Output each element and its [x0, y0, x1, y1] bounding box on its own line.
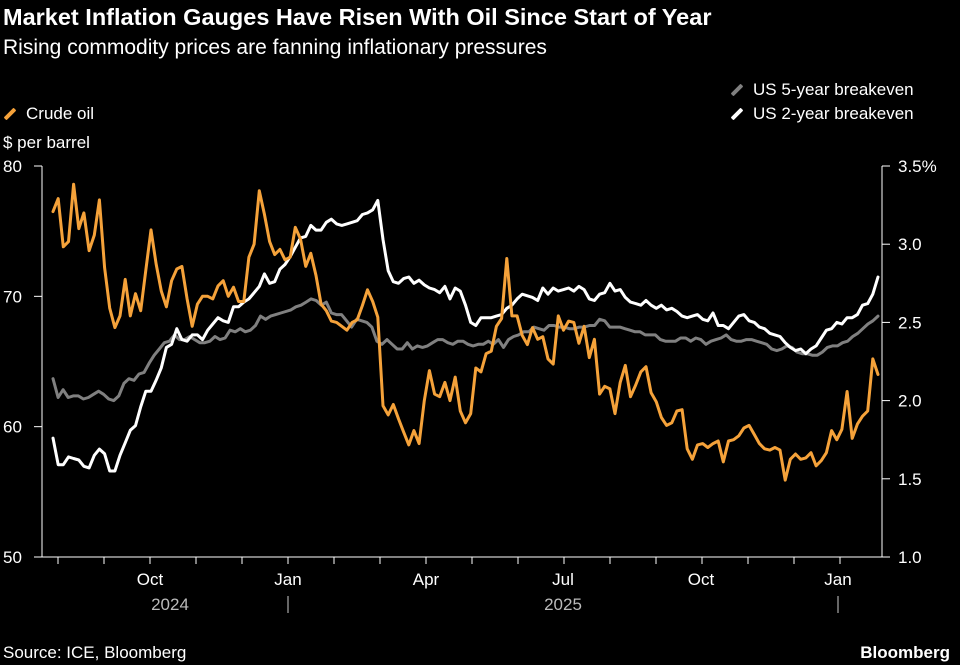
- right-tick-label: 3.0: [898, 235, 922, 254]
- x-tick-label: Jan: [824, 570, 851, 589]
- right-tick-label: 2.5: [898, 313, 922, 332]
- right-tick-label: 2.0: [898, 392, 922, 411]
- legend-item-us2: US 2-year breakeven: [730, 104, 914, 124]
- chart-subtitle: Rising commodity prices are fanning infl…: [3, 36, 547, 59]
- left-tick-label: 50: [3, 548, 22, 567]
- source-note: Source: ICE, Bloomberg: [3, 643, 187, 662]
- x-tick-label: Oct: [688, 570, 715, 589]
- right-tick-label: 1.5: [898, 470, 922, 489]
- legend-label-crude-oil: Crude oil: [26, 104, 95, 123]
- series-line-us-5-year-breakeven: [51, 297, 880, 403]
- legend-label-us5: US 5-year breakeven: [753, 80, 914, 99]
- right-tick-label: 1.0: [898, 548, 922, 567]
- x-tick-label: Apr: [413, 570, 440, 589]
- x-tick-label: Jul: [552, 570, 574, 589]
- left-tick-label: 60: [3, 418, 22, 437]
- x-tick-label: Oct: [137, 570, 164, 589]
- series-line-crude-oil: [51, 182, 880, 482]
- right-tick-label: 3.5%: [898, 157, 937, 176]
- chart-title: Market Inflation Gauges Have Risen With …: [3, 4, 712, 30]
- x-year-label: 2025: [544, 595, 582, 614]
- legend-label-us2: US 2-year breakeven: [753, 104, 914, 123]
- series-line-us-2-year-breakeven: [51, 198, 880, 473]
- left-tick-label: 70: [3, 287, 22, 306]
- legend-item-crude-oil: Crude oil: [3, 104, 94, 124]
- legend-item-us5: US 5-year breakeven: [730, 80, 914, 100]
- x-tick-label: Jan: [274, 570, 301, 589]
- left-axis-unit: $ per barrel: [3, 133, 90, 152]
- left-tick-label: 80: [3, 157, 22, 176]
- x-year-label: 2024: [151, 595, 189, 614]
- bloomberg-logo: Bloomberg: [860, 643, 950, 662]
